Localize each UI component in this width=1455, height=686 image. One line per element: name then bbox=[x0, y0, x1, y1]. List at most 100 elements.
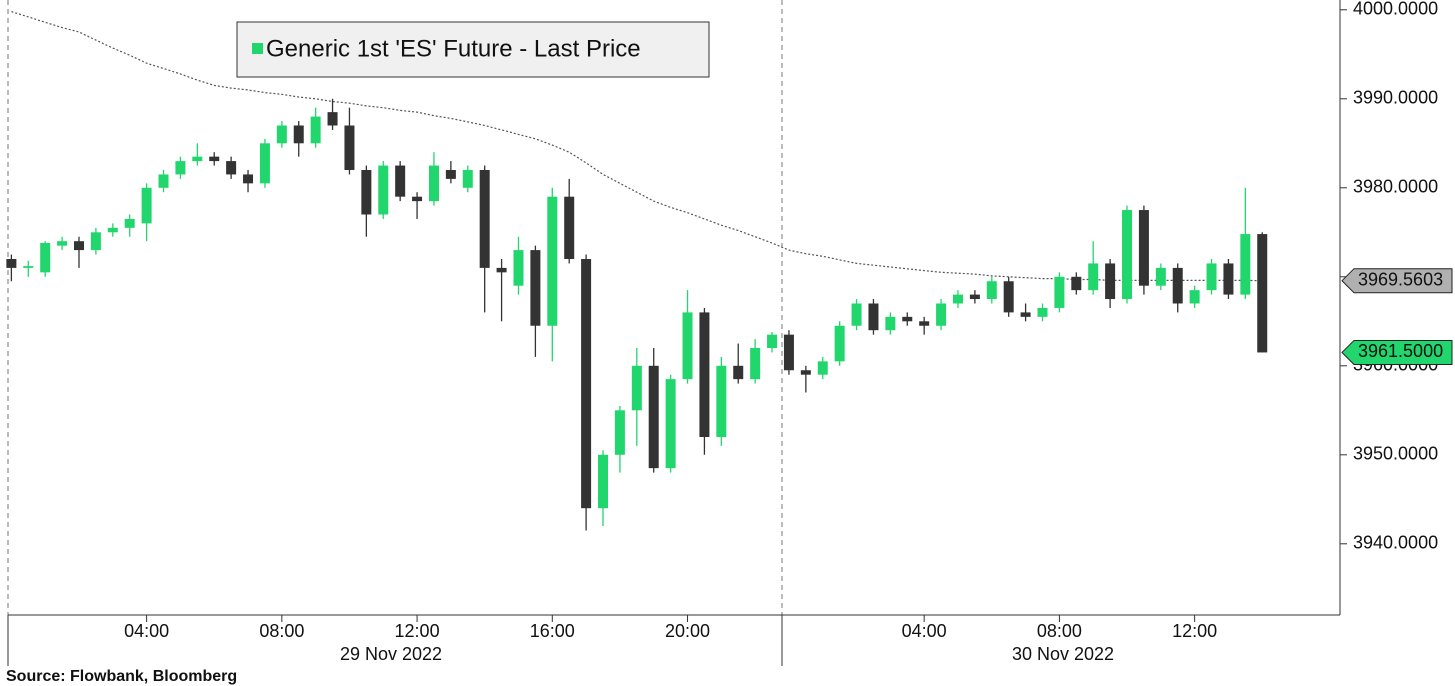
legend-box bbox=[236, 21, 710, 78]
candle-body bbox=[1206, 263, 1217, 291]
candle-body bbox=[310, 116, 321, 144]
candle-body bbox=[767, 334, 778, 348]
candle-body bbox=[665, 379, 676, 469]
source: Source: Flowbank, Bloomberg bbox=[6, 668, 237, 685]
candle-body bbox=[1054, 276, 1065, 308]
candle-body bbox=[834, 325, 845, 362]
candle-body bbox=[885, 316, 896, 331]
candle-body bbox=[564, 196, 575, 259]
candle-body bbox=[259, 143, 270, 184]
candle-body bbox=[378, 165, 389, 215]
candle-body bbox=[1088, 263, 1099, 291]
candle-body bbox=[158, 174, 169, 188]
candle-body bbox=[614, 410, 625, 455]
candle-body bbox=[192, 156, 203, 162]
candle-body bbox=[1003, 281, 1014, 313]
candle-body bbox=[479, 169, 490, 268]
candle-body bbox=[23, 266, 34, 268]
candle-body bbox=[716, 365, 727, 437]
candle-body bbox=[682, 312, 693, 380]
candle-body bbox=[90, 232, 101, 251]
candle-body bbox=[851, 303, 862, 326]
candle-body bbox=[40, 242, 51, 273]
y-tick-label: 3990.0000 bbox=[1353, 88, 1438, 108]
candle-body bbox=[1138, 210, 1149, 286]
y-tick-label: 4000.0000 bbox=[1353, 0, 1438, 19]
candle-body bbox=[327, 112, 338, 126]
candle-body bbox=[361, 169, 372, 215]
candle-body bbox=[124, 218, 135, 228]
candle-body bbox=[919, 321, 930, 326]
date-label: 29 Nov 2022 bbox=[340, 644, 442, 664]
candle-body bbox=[276, 125, 287, 144]
candle-body bbox=[969, 294, 980, 300]
candle-body bbox=[1155, 267, 1166, 286]
date-label: 30 Nov 2022 bbox=[1012, 644, 1114, 664]
moving-average bbox=[11, 11, 1263, 282]
candle-body bbox=[1037, 307, 1048, 317]
candle-body bbox=[598, 454, 609, 509]
candle-body bbox=[1071, 276, 1082, 291]
candle-body bbox=[952, 294, 963, 304]
legend-label: Generic 1st 'ES' Future - Last Price bbox=[266, 35, 641, 62]
candle-body bbox=[1172, 267, 1183, 304]
candle-body bbox=[1257, 234, 1268, 353]
y-tick-label: 3940.0000 bbox=[1353, 533, 1438, 553]
candle-body bbox=[496, 267, 507, 273]
candle-body bbox=[783, 334, 794, 371]
candle-body bbox=[57, 241, 68, 246]
candle-body bbox=[699, 312, 710, 437]
x-tick-label: 16:00 bbox=[530, 621, 575, 641]
candle-body bbox=[902, 316, 913, 322]
candle-body bbox=[750, 347, 761, 380]
y-tick-label: 3980.0000 bbox=[1353, 177, 1438, 197]
candle-body bbox=[817, 361, 828, 375]
x-tick-label: 08:00 bbox=[259, 621, 304, 641]
x-tick-label: 12:00 bbox=[395, 621, 440, 641]
candle-body bbox=[445, 169, 456, 179]
candle-body bbox=[936, 303, 947, 326]
x-tick-label: 12:00 bbox=[1172, 621, 1217, 641]
candle-body bbox=[175, 161, 186, 175]
candle-body bbox=[293, 125, 304, 144]
candle-body bbox=[868, 303, 879, 331]
candle-body bbox=[530, 250, 541, 326]
candle-body bbox=[226, 161, 237, 175]
x-tick-label: 04:00 bbox=[124, 621, 169, 641]
candle-body bbox=[1122, 210, 1133, 300]
x-tick-label: 20:00 bbox=[665, 621, 710, 641]
candle-body bbox=[344, 125, 355, 170]
candle-body bbox=[1020, 312, 1031, 317]
candle-body bbox=[428, 165, 439, 202]
candle-body bbox=[209, 156, 220, 162]
candle-body bbox=[6, 258, 17, 268]
x-tick-label: 08:00 bbox=[1037, 621, 1082, 641]
candle-body bbox=[412, 196, 423, 202]
ma-last-label: 3969.5603 bbox=[1358, 269, 1443, 289]
candle-body bbox=[547, 196, 558, 326]
candle-body bbox=[141, 187, 152, 224]
candle-body bbox=[1240, 234, 1251, 295]
candle-body bbox=[1105, 263, 1116, 300]
candle-body bbox=[513, 250, 524, 286]
candle-body bbox=[631, 365, 642, 411]
candle-body bbox=[648, 365, 659, 469]
candle-body bbox=[986, 281, 997, 300]
candle-body bbox=[1189, 290, 1200, 304]
candle-body bbox=[73, 241, 84, 251]
candle-body bbox=[581, 258, 592, 509]
x-tick-label: 04:00 bbox=[902, 621, 947, 641]
candle-body bbox=[1223, 263, 1234, 295]
candle-body bbox=[395, 165, 406, 197]
y-tick-label: 3950.0000 bbox=[1353, 444, 1438, 464]
close-last-label-box bbox=[1341, 339, 1453, 365]
ma-last-label-box bbox=[1341, 268, 1453, 294]
candle-body bbox=[462, 169, 473, 188]
candle-body bbox=[800, 370, 811, 375]
close-last-label: 3961.5000 bbox=[1358, 341, 1443, 361]
candle-body bbox=[107, 227, 118, 233]
candle-body bbox=[243, 174, 254, 184]
legend-swatch bbox=[252, 43, 263, 54]
